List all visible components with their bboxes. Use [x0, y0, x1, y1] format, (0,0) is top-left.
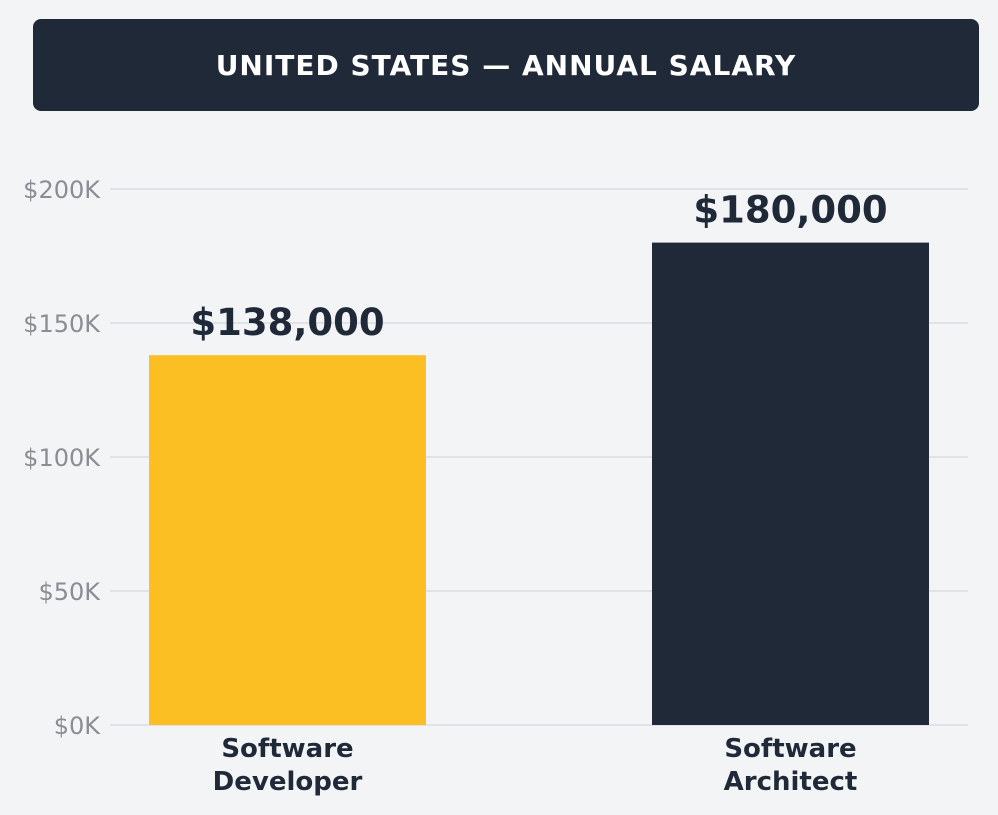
bar — [652, 242, 929, 725]
bar-value-label: $138,000 — [190, 301, 384, 344]
x-category-label: Software — [724, 734, 856, 764]
bar — [149, 355, 426, 725]
x-category-label: Software — [221, 734, 353, 764]
y-tick-label: $100K — [23, 444, 101, 472]
x-category-label: Architect — [724, 767, 858, 797]
y-tick-label: $50K — [38, 578, 101, 606]
x-category-label: Developer — [213, 767, 363, 797]
chart-title: UNITED STATES — ANNUAL SALARY — [215, 48, 797, 82]
y-tick-label: $0K — [54, 712, 102, 740]
y-tick-label: $150K — [23, 310, 101, 338]
chart-title-banner: UNITED STATES — ANNUAL SALARY — [33, 19, 979, 111]
y-tick-label: $200K — [23, 176, 101, 204]
bar-value-label: $180,000 — [693, 189, 887, 232]
